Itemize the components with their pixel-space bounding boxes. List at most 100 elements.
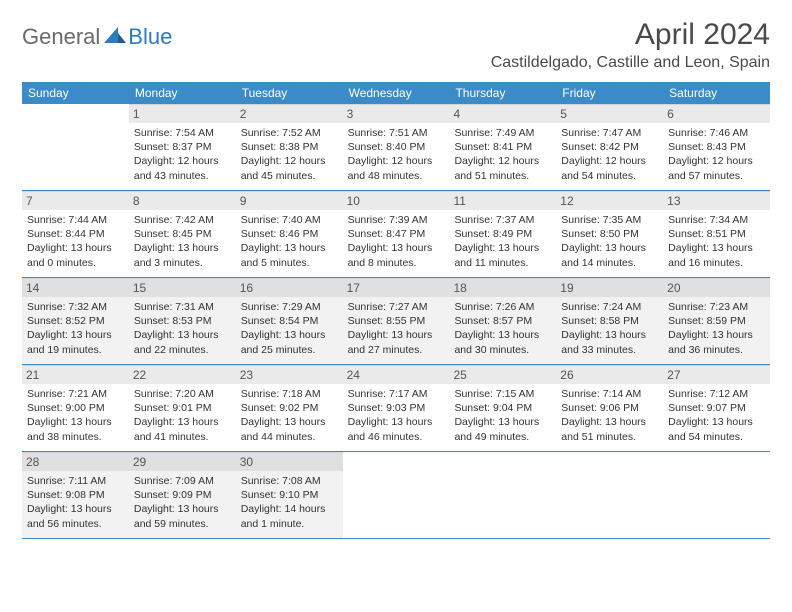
day-info: Sunrise: 7:40 AMSunset: 8:46 PMDaylight:… [241,213,338,270]
logo-triangle-icon [104,27,126,48]
day-cell: 6Sunrise: 7:46 AMSunset: 8:43 PMDaylight… [663,104,770,190]
day-cell: 4Sunrise: 7:49 AMSunset: 8:41 PMDaylight… [449,104,556,190]
day-cell: 15 Sunrise: 7:31 AMSunset: 8:53 PMDayligh… [129,278,236,364]
day-info: Sunrise: 7:39 AMSunset: 8:47 PMDaylight:… [348,213,445,270]
day-info: Sunrise: 7:44 AMSunset: 8:44 PMDaylight:… [27,213,124,270]
weekday-header-cell: Friday [556,82,663,104]
logo: General Blue [22,24,172,50]
day-cell: 5 Sunrise: 7:47 AMSunset: 8:42 PMDaylight… [556,104,663,190]
day-number: 9 [236,192,343,210]
day-number: 22 [129,366,236,384]
day-number: 13 [663,192,770,210]
day-cell-empty [556,452,663,538]
header: General Blue April 2024 Castildelgado, C… [22,18,770,72]
weekday-header-cell: Wednesday [343,82,450,104]
weekday-header-cell: Saturday [663,82,770,104]
day-number: 10 [343,192,450,210]
day-number: 15 [129,279,236,297]
day-cell: 14 Sunrise: 7:32 AMSunset: 8:52 PMDayligh… [22,278,129,364]
calendar: SundayMondayTuesdayWednesdayThursdayFrid… [22,82,770,539]
day-number: 8 [129,192,236,210]
day-cell: 10 Sunrise: 7:39 AMSunset: 8:47 PMDayligh… [343,191,450,277]
day-info: Sunrise: 7:17 AMSunset: 9:03 PMDaylight:… [348,387,445,444]
day-info: Sunrise: 7:12 AMSunset: 9:07 PMDaylight:… [668,387,765,444]
day-cell-empty [22,104,129,190]
day-cell: 24 Sunrise: 7:17 AMSunset: 9:03 PMDayligh… [343,365,450,451]
day-cell: 25 Sunrise: 7:15 AMSunset: 9:04 PMDayligh… [449,365,556,451]
weekday-header-cell: Thursday [449,82,556,104]
day-cell: 13 Sunrise: 7:34 AMSunset: 8:51 PMDayligh… [663,191,770,277]
weekday-header-cell: Sunday [22,82,129,104]
day-cell: 19Sunrise: 7:24 AMSunset: 8:58 PMDayligh… [556,278,663,364]
logo-text-general: General [22,24,100,50]
weekday-header-cell: Monday [129,82,236,104]
day-number: 27 [663,366,770,384]
day-cell: 29 Sunrise: 7:09 AMSunset: 9:09 PMDayligh… [129,452,236,538]
day-info: Sunrise: 7:52 AMSunset: 8:38 PMDaylight:… [241,126,338,183]
day-cell: 12 Sunrise: 7:35 AMSunset: 8:50 PMDayligh… [556,191,663,277]
day-number: 4 [449,105,556,123]
day-cell: 2 Sunrise: 7:52 AMSunset: 8:38 PMDaylight… [236,104,343,190]
day-number: 19 [556,279,663,297]
logo-text-blue: Blue [128,24,172,50]
day-info: Sunrise: 7:46 AMSunset: 8:43 PMDaylight:… [668,126,765,183]
day-info: Sunrise: 7:35 AMSunset: 8:50 PMDaylight:… [561,213,658,270]
day-number: 26 [556,366,663,384]
day-cell: 18Sunrise: 7:26 AMSunset: 8:57 PMDayligh… [449,278,556,364]
day-info: Sunrise: 7:42 AMSunset: 8:45 PMDaylight:… [134,213,231,270]
day-cell: 11 Sunrise: 7:37 AMSunset: 8:49 PMDayligh… [449,191,556,277]
day-info: Sunrise: 7:47 AMSunset: 8:42 PMDaylight:… [561,126,658,183]
day-info: Sunrise: 7:08 AMSunset: 9:10 PMDaylight:… [241,474,338,531]
day-number: 25 [449,366,556,384]
day-cell: 3Sunrise: 7:51 AMSunset: 8:40 PMDaylight… [343,104,450,190]
day-number: 29 [129,453,236,471]
day-info: Sunrise: 7:54 AMSunset: 8:37 PMDaylight:… [134,126,231,183]
day-cell: 1Sunrise: 7:54 AMSunset: 8:37 PMDaylight… [129,104,236,190]
day-info: Sunrise: 7:23 AMSunset: 8:59 PMDaylight:… [668,300,765,357]
week-row: 14 Sunrise: 7:32 AMSunset: 8:52 PMDayligh… [22,278,770,365]
weekday-header-row: SundayMondayTuesdayWednesdayThursdayFrid… [22,82,770,104]
day-info: Sunrise: 7:14 AMSunset: 9:06 PMDaylight:… [561,387,658,444]
day-info: Sunrise: 7:29 AMSunset: 8:54 PMDaylight:… [241,300,338,357]
day-number: 30 [236,453,343,471]
day-cell: 28Sunrise: 7:11 AMSunset: 9:08 PMDayligh… [22,452,129,538]
day-info: Sunrise: 7:18 AMSunset: 9:02 PMDaylight:… [241,387,338,444]
day-number: 21 [22,366,129,384]
day-number: 14 [22,279,129,297]
day-cell-empty [663,452,770,538]
day-info: Sunrise: 7:20 AMSunset: 9:01 PMDaylight:… [134,387,231,444]
day-cell-empty [449,452,556,538]
day-info: Sunrise: 7:31 AMSunset: 8:53 PMDaylight:… [134,300,231,357]
day-info: Sunrise: 7:09 AMSunset: 9:09 PMDaylight:… [134,474,231,531]
day-number: 24 [343,366,450,384]
day-info: Sunrise: 7:11 AMSunset: 9:08 PMDaylight:… [27,474,124,531]
day-info: Sunrise: 7:51 AMSunset: 8:40 PMDaylight:… [348,126,445,183]
day-number: 20 [663,279,770,297]
day-number: 18 [449,279,556,297]
day-cell: 27 Sunrise: 7:12 AMSunset: 9:07 PMDayligh… [663,365,770,451]
location-text: Castildelgado, Castille and Leon, Spain [491,54,770,72]
week-row: 28Sunrise: 7:11 AMSunset: 9:08 PMDayligh… [22,452,770,539]
day-info: Sunrise: 7:34 AMSunset: 8:51 PMDaylight:… [668,213,765,270]
day-cell: 16Sunrise: 7:29 AMSunset: 8:54 PMDayligh… [236,278,343,364]
day-info: Sunrise: 7:37 AMSunset: 8:49 PMDaylight:… [454,213,551,270]
day-cell: 21 Sunrise: 7:21 AMSunset: 9:00 PMDayligh… [22,365,129,451]
week-row: 7Sunrise: 7:44 AMSunset: 8:44 PMDaylight… [22,191,770,278]
day-info: Sunrise: 7:15 AMSunset: 9:04 PMDaylight:… [454,387,551,444]
day-info: Sunrise: 7:21 AMSunset: 9:00 PMDaylight:… [27,387,124,444]
day-info: Sunrise: 7:32 AMSunset: 8:52 PMDaylight:… [27,300,124,357]
day-cell: 26 Sunrise: 7:14 AMSunset: 9:06 PMDayligh… [556,365,663,451]
day-cell: 23Sunrise: 7:18 AMSunset: 9:02 PMDayligh… [236,365,343,451]
day-number: 12 [556,192,663,210]
day-info: Sunrise: 7:27 AMSunset: 8:55 PMDaylight:… [348,300,445,357]
day-number: 17 [343,279,450,297]
day-cell: 7Sunrise: 7:44 AMSunset: 8:44 PMDaylight… [22,191,129,277]
week-row: 1Sunrise: 7:54 AMSunset: 8:37 PMDaylight… [22,104,770,191]
day-number: 2 [236,105,343,123]
day-number: 5 [556,105,663,123]
day-cell: 20 Sunrise: 7:23 AMSunset: 8:59 PMDayligh… [663,278,770,364]
weekday-header-cell: Tuesday [236,82,343,104]
day-number: 11 [449,192,556,210]
day-cell: 30 Sunrise: 7:08 AMSunset: 9:10 PMDayligh… [236,452,343,538]
page-title: April 2024 [491,18,770,52]
